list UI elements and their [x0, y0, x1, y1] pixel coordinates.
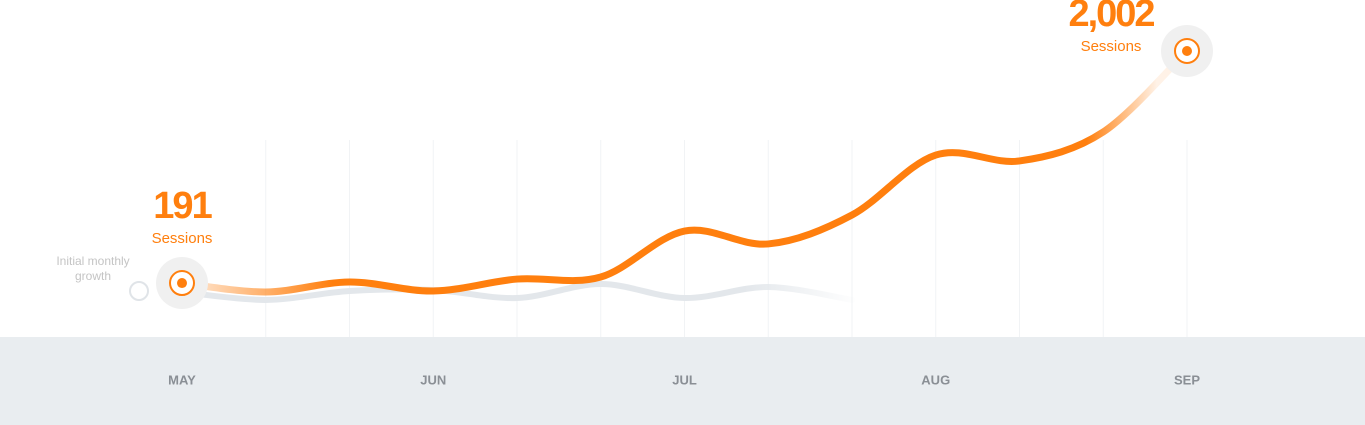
data-point	[1182, 45, 1192, 56]
x-tick-label: SEP	[1174, 372, 1200, 387]
start-dot	[129, 281, 149, 301]
sessions-line	[178, 47, 1191, 296]
axis-band	[0, 337, 1365, 425]
x-tick-label: MAY	[168, 372, 196, 387]
annotation: Initial monthly growth	[56, 254, 130, 283]
x-tick-label: AUG	[921, 372, 950, 387]
x-tick-label: JUN	[420, 372, 446, 387]
value-caption: Sessions	[1081, 38, 1142, 55]
value-label: 191	[153, 185, 212, 227]
data-point	[177, 278, 187, 289]
value-label: 2,002	[1068, 0, 1154, 35]
baseline-line	[179, 281, 855, 303]
value-caption: Sessions	[152, 230, 213, 247]
x-tick-label: JUL	[672, 372, 697, 387]
